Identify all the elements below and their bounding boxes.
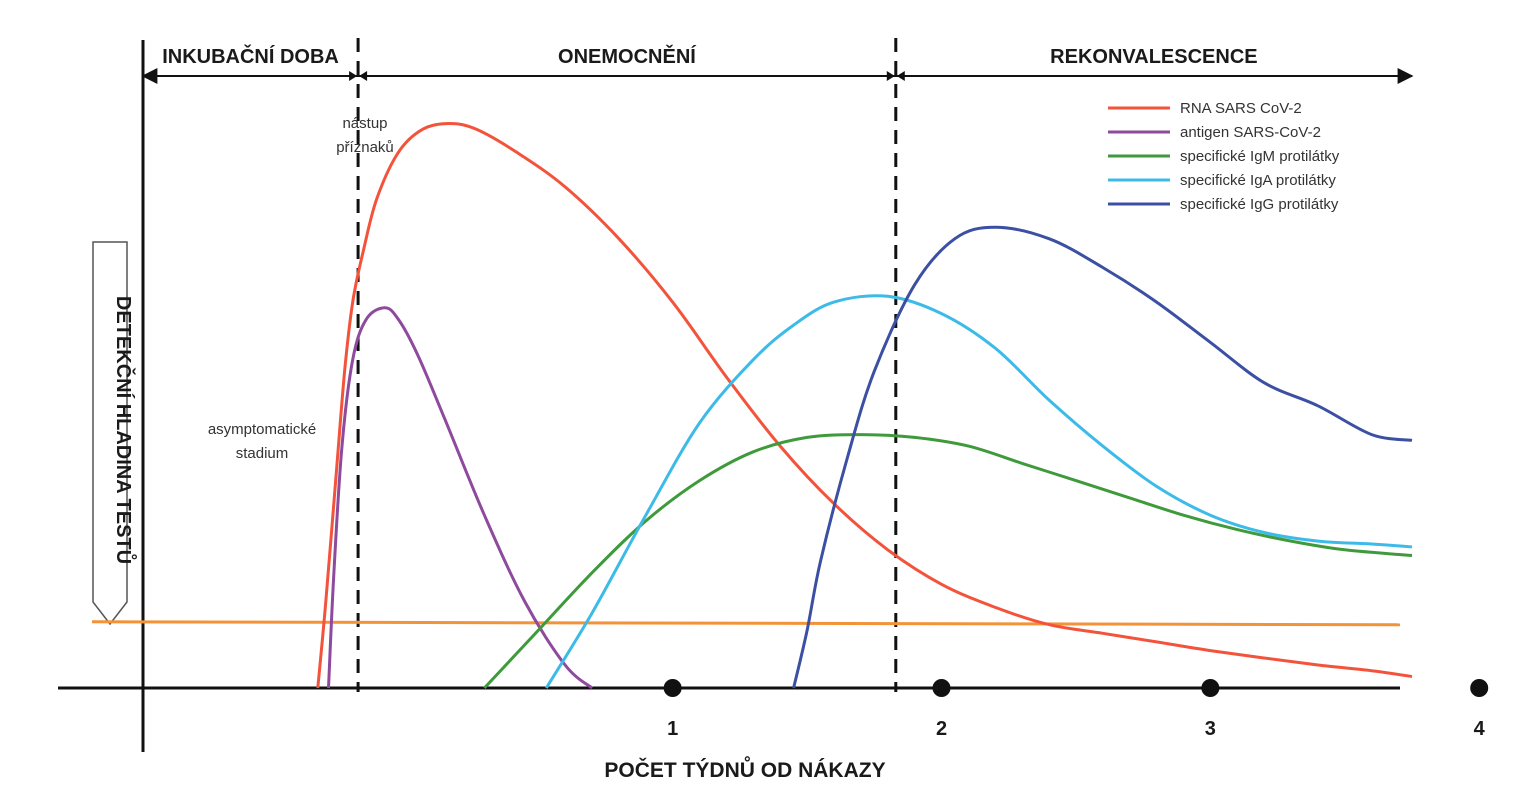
annotation-asymptomatic: asymptomatické stadium — [208, 421, 316, 462]
phase-label-3: REKONVALESCENCE — [1050, 46, 1257, 68]
series-line-5 — [792, 225, 1413, 689]
annotation-symptom-onset: nástup příznaků — [336, 115, 394, 156]
legend-label-5: specifické IgG protilátky — [1180, 196, 1339, 213]
series-line-2 — [327, 306, 593, 690]
axes — [58, 40, 1414, 752]
detection-threshold-line — [91, 620, 1401, 627]
series-lines — [316, 122, 1413, 690]
series-line-4 — [545, 294, 1413, 689]
phase-arrowhead-right-1 — [359, 71, 368, 81]
y-axis-label: DETEKČNÍ HLADINA TESTŮ — [112, 296, 138, 564]
annotation-symptom-onset-line-2: příznaků — [336, 139, 394, 156]
legend-label-1: RNA SARS CoV-2 — [1180, 100, 1302, 117]
annotation-symptom-onset-line-1: nástup — [342, 115, 387, 132]
phase-arrowheads — [349, 71, 905, 81]
phase-arrowhead-left-2 — [886, 71, 895, 81]
x-tick-dot-2 — [932, 679, 951, 697]
legend-label-3: specifické IgM protilátky — [1180, 148, 1340, 165]
y-axis-label-box: DETEKČNÍ HLADINA TESTŮ — [92, 241, 138, 626]
x-ticks: 1 2 3 4 — [663, 679, 1489, 740]
series-line-1 — [316, 122, 1413, 689]
phase-label-2: ONEMOCNĚNÍ — [558, 44, 696, 68]
x-tick-label-1: 1 — [667, 718, 678, 740]
x-axis-label: POČET TÝDNŮ OD NÁKAZY — [604, 756, 885, 782]
phase-arrowhead-right-2 — [896, 71, 905, 81]
x-tick-label-2: 2 — [936, 718, 947, 740]
phase-arrowhead-left-1 — [349, 71, 358, 81]
series-line-3 — [483, 433, 1413, 690]
x-tick-label-4: 4 — [1474, 718, 1486, 740]
phase-label-1: INKUBAČNÍ DOBA — [162, 44, 339, 68]
phase-dividers — [356, 38, 898, 692]
legend-label-2: antigen SARS-CoV-2 — [1180, 124, 1321, 141]
x-tick-dot-4 — [1470, 679, 1489, 697]
annotation-asymptomatic-line-2: stadium — [236, 445, 289, 462]
legend-label-4: specifické IgA protilátky — [1180, 172, 1336, 189]
x-tick-label-3: 3 — [1205, 718, 1216, 740]
phase-labels: INKUBAČNÍ DOBA ONEMOCNĚNÍ REKONVALESCENCE — [162, 44, 1257, 68]
x-tick-dot-3 — [1201, 679, 1220, 697]
annotation-asymptomatic-line-1: asymptomatické — [208, 421, 316, 438]
legend: RNA SARS CoV-2 antigen SARS-CoV-2 specific… — [1108, 100, 1340, 213]
y-axis-arrow-box — [92, 241, 128, 626]
x-tick-dot-1 — [663, 679, 682, 697]
